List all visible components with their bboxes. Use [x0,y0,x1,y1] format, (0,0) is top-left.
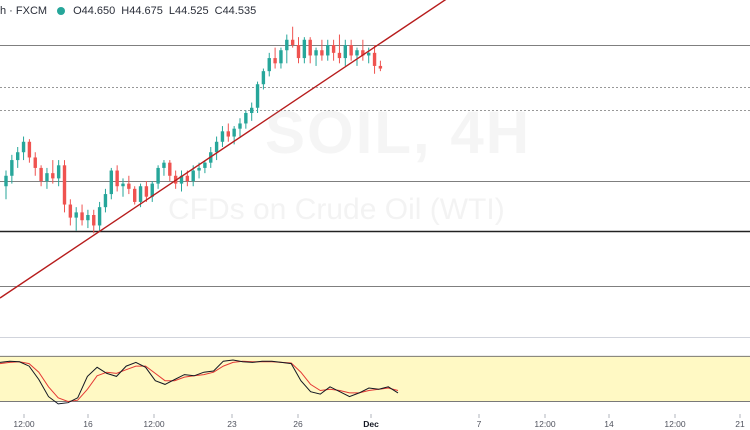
candle-body [355,50,359,56]
candle-body [16,152,20,161]
candle-body [320,50,324,56]
close-value: C44.535 [214,5,257,17]
candle-body [279,50,283,64]
symbol-label[interactable]: h · FXCM [0,5,48,17]
time-tick: 12:00 [143,419,165,429]
candle-body [51,173,55,179]
time-tick: 16 [83,419,93,429]
time-axis[interactable]: 12:00 16 12:00 23 26 Dec 7 12:00 14 12:0… [0,419,750,430]
candle-body [39,167,43,181]
candle-body [337,52,342,59]
candle-body [267,58,271,72]
candle-body [121,183,125,187]
stochastic-band [0,356,750,402]
candle-body [4,175,8,187]
candle-body [97,207,102,226]
candle-body [273,58,277,64]
candle-body [238,123,242,129]
candle-body [150,183,154,197]
candle-body [302,39,307,59]
time-tick: 12:00 [534,419,556,429]
time-tick: 12:00 [664,419,686,429]
time-tick: 23 [227,419,237,429]
candle-body [331,45,336,53]
candle-body [378,65,383,69]
candle-body [203,162,207,168]
candle-body [133,188,137,202]
candle-body [92,215,96,226]
candle-body [220,131,225,142]
time-tick: Dec [363,419,379,429]
time-tick: 12:00 [13,419,35,429]
candle-body [74,212,78,218]
open-value: O44.650 [73,5,116,17]
candle-body [261,71,266,85]
candle-body [349,45,353,56]
candle-body [144,186,149,197]
candle-body [62,165,67,205]
candle-body [27,141,32,158]
candle-body [138,186,143,202]
candle-body [103,194,108,208]
trendline [0,0,447,299]
candle-body [343,45,347,59]
candle-body [314,50,318,56]
candle-body [162,162,166,168]
candle-body [367,52,371,56]
candle-body [244,113,248,124]
time-tick: 21 [735,419,745,429]
candle-body [191,170,195,181]
candle-body [10,160,14,176]
candle-body [56,165,61,179]
candle-body [179,175,184,184]
time-tick: 26 [293,419,303,429]
watermark-description: CFDs on Crude Oil (WTI) [168,193,505,226]
high-value: H44.675 [121,5,163,17]
candle-body [361,50,365,56]
candle-body [226,131,230,137]
candle-body [326,45,330,56]
candle-body [290,39,295,45]
candle-body [214,141,219,153]
candle-body [185,175,190,181]
low-value: L44.525 [168,5,209,17]
candle-body [255,84,260,108]
candle-body [80,212,84,221]
time-tick: 14 [604,419,614,429]
candle-body [296,45,301,59]
candle-body [109,170,113,195]
candle-body [115,170,119,187]
candle-body [308,39,312,56]
market-status-icon [57,7,66,15]
candle-body [285,39,289,51]
stochastic-d-line [0,360,399,403]
candle-body [168,162,172,176]
candle-body [232,128,236,137]
candle-body [45,173,49,181]
watermark-ticker: SOIL, 4H [265,99,532,166]
candle-body [197,167,201,171]
candle-body [156,167,160,184]
candle-body [372,52,377,66]
candle-body [33,157,37,168]
candle-body [86,215,90,221]
candle-body [21,141,26,153]
stochastic-k-line [0,359,399,405]
time-tick: 7 [476,419,482,429]
candle-body [250,107,254,113]
candle-body [68,204,73,218]
candle-body [127,183,131,189]
legend-header: h · FXCM O44.650 H44.675 L44.525 C44.535 [0,2,262,20]
